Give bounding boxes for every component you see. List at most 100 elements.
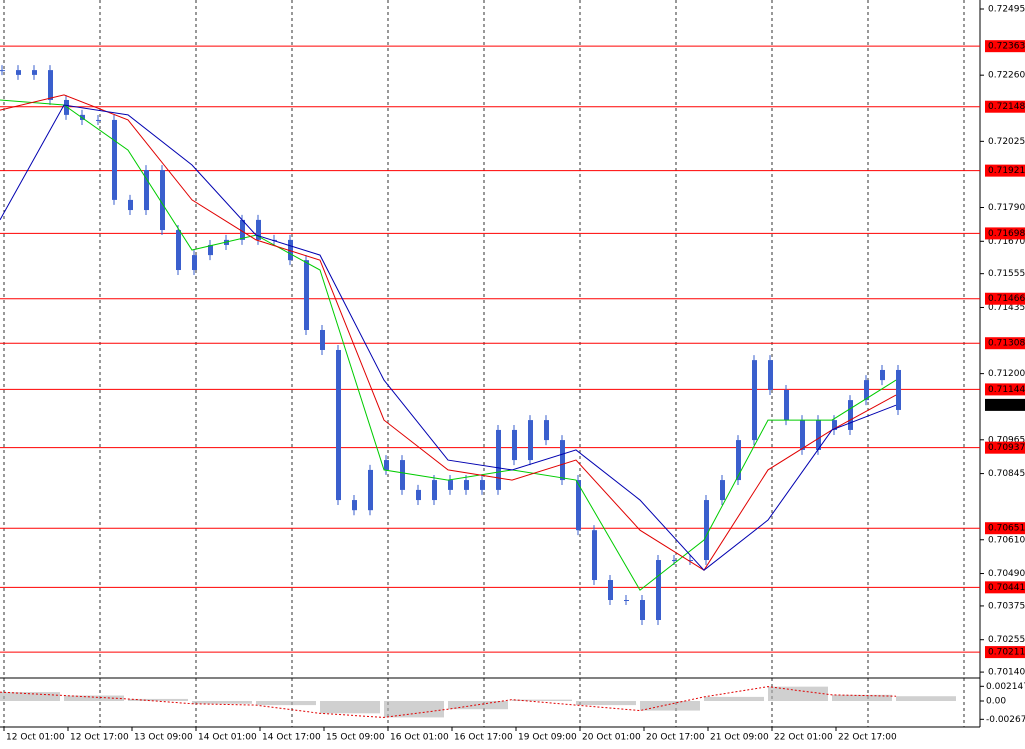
osc-bar [192, 701, 252, 704]
candle [352, 500, 357, 511]
y-tick-label: 0.70490 [988, 569, 1025, 579]
osc-y-tick-label: 0.002147 [986, 682, 1025, 692]
level-label: 0.70211 [988, 648, 1025, 658]
candle [320, 329, 325, 350]
osc-bar [832, 694, 892, 702]
candle [176, 230, 181, 271]
y-tick-label: 0.70375 [988, 601, 1025, 611]
level-label: 0.70937 [988, 443, 1025, 453]
candle [464, 480, 469, 490]
candle [240, 219, 245, 240]
candle [0, 70, 5, 72]
osc-bar [704, 696, 764, 702]
osc-y-tick-label: -0.002676 [986, 715, 1025, 725]
candle [368, 469, 373, 511]
osc-bar [640, 701, 700, 711]
candle [672, 560, 677, 562]
x-tick-label: 15 Oct 09:00 [326, 733, 385, 743]
candle [688, 560, 693, 562]
y-tick-label: 0.70610 [988, 535, 1025, 545]
candle [560, 440, 565, 481]
level-label-box [985, 581, 1025, 594]
candle [192, 255, 197, 271]
candle [624, 600, 629, 602]
level-label-box [985, 100, 1025, 113]
candle [256, 219, 261, 240]
y-tick-label: 0.70255 [988, 635, 1025, 645]
x-tick-label: 20 Oct 17:00 [646, 733, 705, 743]
level-label-box [985, 337, 1025, 350]
candle [528, 420, 533, 461]
osc-bar [384, 701, 444, 718]
level-label: 0.71698 [988, 229, 1025, 239]
osc-bar [448, 701, 508, 710]
candle [496, 429, 501, 490]
level-label: 0.71466 [988, 294, 1025, 304]
level-label: 0.71144 [988, 385, 1025, 395]
candle [400, 460, 405, 490]
osc-bar [128, 698, 188, 702]
level-label: 0.70651 [988, 524, 1025, 534]
level-label-box [985, 441, 1025, 454]
candle [880, 369, 885, 381]
level-label-box [985, 292, 1025, 305]
candle [336, 349, 341, 501]
y-tick-label: 0.72495 [988, 5, 1025, 15]
level-label: 0.70441 [988, 583, 1025, 593]
candle [720, 480, 725, 501]
y-tick-label: 0.71670 [988, 237, 1025, 247]
candle [128, 199, 133, 211]
candle [416, 489, 421, 501]
x-tick-label: 22 Oct 01:00 [774, 733, 833, 743]
level-label: 0.72148 [988, 102, 1025, 112]
x-tick-label: 12 Oct 17:00 [70, 733, 129, 743]
candle [896, 369, 901, 410]
y-tick-label: 0.72025 [988, 137, 1025, 147]
x-tick-label: 19 Oct 09:00 [518, 733, 577, 743]
candle [112, 119, 117, 200]
x-tick-label: 14 Oct 17:00 [262, 733, 321, 743]
osc-line [0, 686, 897, 718]
level-label-box [985, 646, 1025, 659]
level-label-box [985, 227, 1025, 240]
moving-average [0, 104, 897, 571]
candle [800, 420, 805, 450]
level-label: 0.72363 [988, 42, 1025, 52]
x-tick-label: 13 Oct 09:00 [134, 733, 193, 743]
x-tick-label: 14 Oct 01:00 [198, 733, 257, 743]
candle [208, 244, 213, 256]
level-label-box [985, 40, 1025, 53]
candle [608, 580, 613, 601]
candle [160, 170, 165, 231]
candle [144, 170, 149, 211]
candle [32, 70, 37, 75]
candle [816, 420, 821, 450]
x-tick-label: 22 Oct 17:00 [838, 733, 897, 743]
osc-bar [896, 696, 956, 702]
osc-bar [512, 699, 572, 702]
candle [736, 440, 741, 481]
y-tick-label: 0.71790 [988, 203, 1025, 213]
y-tick-label: 0.71200 [988, 369, 1025, 379]
moving-average [0, 94, 897, 571]
candle [704, 500, 709, 561]
y-tick-label: 0.71435 [988, 303, 1025, 313]
candle [448, 480, 453, 490]
current-price-box [985, 398, 1025, 411]
candle [640, 600, 645, 620]
osc-bar [0, 692, 60, 702]
candle [48, 70, 53, 100]
candle [288, 239, 293, 261]
osc-bar [576, 701, 636, 706]
candle [432, 480, 437, 501]
x-tick-label: 21 Oct 09:00 [710, 733, 769, 743]
candle [304, 260, 309, 330]
candle [480, 480, 485, 490]
osc-y-tick-label: 0.00 [986, 697, 1006, 707]
y-tick-label: 0.70140 [988, 668, 1025, 678]
candle [384, 460, 389, 470]
osc-bar [768, 686, 828, 702]
y-tick-label: 0.71555 [988, 269, 1025, 279]
